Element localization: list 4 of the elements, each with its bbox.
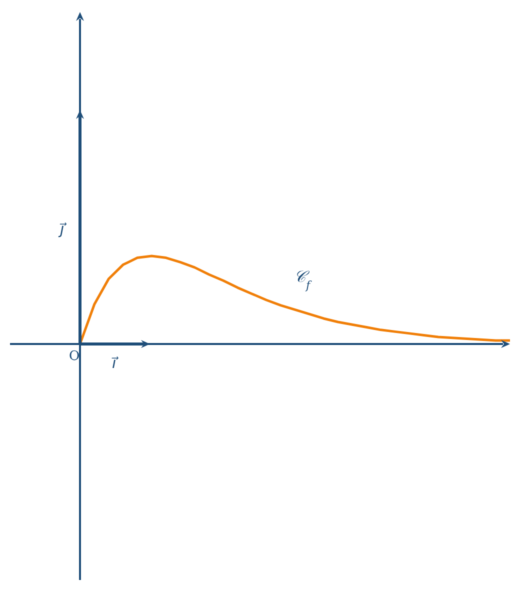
text: j⃗ <box>58 220 67 238</box>
annotation: 𝒞$_{f}$ <box>294 267 312 292</box>
text: O <box>69 349 80 364</box>
text: i⃗ <box>110 354 119 372</box>
